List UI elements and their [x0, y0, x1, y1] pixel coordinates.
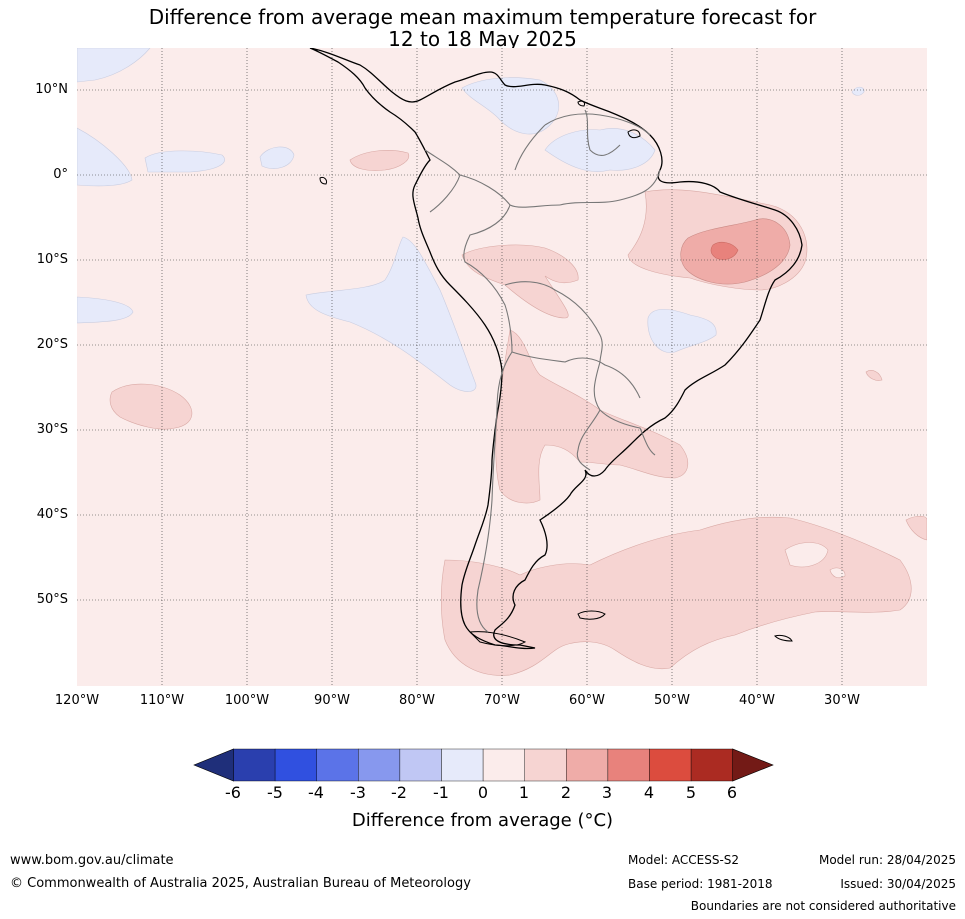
- warm-anomaly-3-4: [710, 241, 739, 260]
- colorbar-extend-high: [732, 748, 774, 782]
- lat-label: 50°S: [36, 592, 68, 607]
- colorbar-segment: [399, 748, 442, 782]
- colorbar-tick: -3: [350, 783, 366, 802]
- colorbar-tick: 2: [560, 783, 572, 802]
- cool-area-north-pacific: [77, 48, 151, 83]
- warm-area-pacific-sw: [109, 383, 193, 430]
- title-line-1: Difference from average mean maximum tem…: [148, 5, 817, 29]
- graticule: [77, 48, 927, 686]
- colorbar-segment: [441, 748, 484, 782]
- colorbar: [193, 748, 774, 782]
- lon-label: 90°W: [314, 693, 350, 708]
- south-georgia: [774, 634, 793, 642]
- cool-area-equator-2: [144, 150, 225, 173]
- marajo-island: [627, 129, 641, 139]
- colorbar-tick: 0: [477, 783, 489, 802]
- colorbar-tick: 1: [518, 783, 530, 802]
- colorbar-segment: [607, 748, 650, 782]
- colorbar-segment: [358, 748, 401, 782]
- islands: [319, 100, 793, 647]
- colorbar-segment: [274, 748, 317, 782]
- colorbar-segment: [316, 748, 359, 782]
- colorbar-segment: [566, 748, 609, 782]
- colorbar-extend-low: [193, 748, 234, 782]
- cool-area-equator-3: [259, 146, 295, 169]
- lon-label: 120°W: [54, 693, 100, 708]
- colorbar-label: Difference from average (°C): [351, 810, 614, 831]
- lon-label: 110°W: [139, 693, 185, 708]
- colorbar-tick: -6: [225, 783, 241, 802]
- lat-label: 10°N: [35, 82, 68, 97]
- lat-label: 20°S: [36, 337, 68, 352]
- boundary-disclaimer: Boundaries are not considered authoritat…: [690, 899, 956, 913]
- cool-area-equator-1: [77, 127, 133, 187]
- colorbar-tick: -2: [391, 783, 407, 802]
- lat-label: 0°: [53, 167, 68, 182]
- cool-area-southeast-brazil: [647, 309, 717, 353]
- colorbar-segment: [482, 748, 525, 782]
- copyright: © Commonwealth of Australia 2025, Austra…: [10, 876, 471, 891]
- lon-label: 40°W: [739, 693, 775, 708]
- colorbar-tick: -5: [267, 783, 283, 802]
- colorbar-tick: 4: [643, 783, 655, 802]
- cool-area-caribbean: [461, 77, 559, 135]
- cool-area-pacific-west: [77, 296, 134, 324]
- issued-date: Issued: 30/04/2025: [840, 877, 956, 891]
- lat-label: 40°S: [36, 507, 68, 522]
- lon-label: 80°W: [399, 693, 435, 708]
- lat-label: 30°S: [36, 422, 68, 437]
- title-line-2: 12 to 18 May 2025: [388, 27, 577, 51]
- colorbar-segment: [524, 748, 567, 782]
- lon-label: 100°W: [224, 693, 270, 708]
- lat-label: 10°S: [36, 252, 68, 267]
- lon-label: 60°W: [569, 693, 605, 708]
- cool-area-atlantic-north: [851, 86, 865, 96]
- website-link[interactable]: www.bom.gov.au/climate: [10, 853, 174, 868]
- colorbar-tick: 5: [685, 783, 697, 802]
- warm-area-atlantic-small: [865, 370, 883, 381]
- cool-anomaly-areas: [77, 48, 865, 392]
- colorbar-segment: [649, 748, 692, 782]
- base-period: Base period: 1981-2018: [628, 877, 773, 891]
- model-name: Model: ACCESS-S2: [628, 853, 740, 867]
- cool-area-pacific-peru: [305, 236, 477, 392]
- colorbar-tick: 3: [601, 783, 613, 802]
- tierra-del-fuego: [468, 631, 527, 647]
- warm-area-ne-pacific: [349, 150, 410, 171]
- colorbar-tick: -1: [433, 783, 449, 802]
- warm-area-se-atlantic: [905, 515, 927, 541]
- trinidad: [577, 100, 585, 107]
- warm-area-argentina: [495, 329, 688, 504]
- colorbar-tick: -4: [308, 783, 324, 802]
- colorbar-tick: 6: [726, 783, 738, 802]
- falkland-islands: [577, 610, 606, 620]
- lon-label: 30°W: [824, 693, 860, 708]
- cool-area-venezuela: [544, 128, 656, 172]
- colorbar-segment: [233, 748, 276, 782]
- lon-label: 50°W: [654, 693, 690, 708]
- lon-label: 70°W: [484, 693, 520, 708]
- country-borders: [424, 109, 661, 633]
- galapagos: [319, 177, 327, 185]
- colorbar-segment: [690, 748, 733, 782]
- model-run: Model run: 28/04/2025: [818, 853, 956, 867]
